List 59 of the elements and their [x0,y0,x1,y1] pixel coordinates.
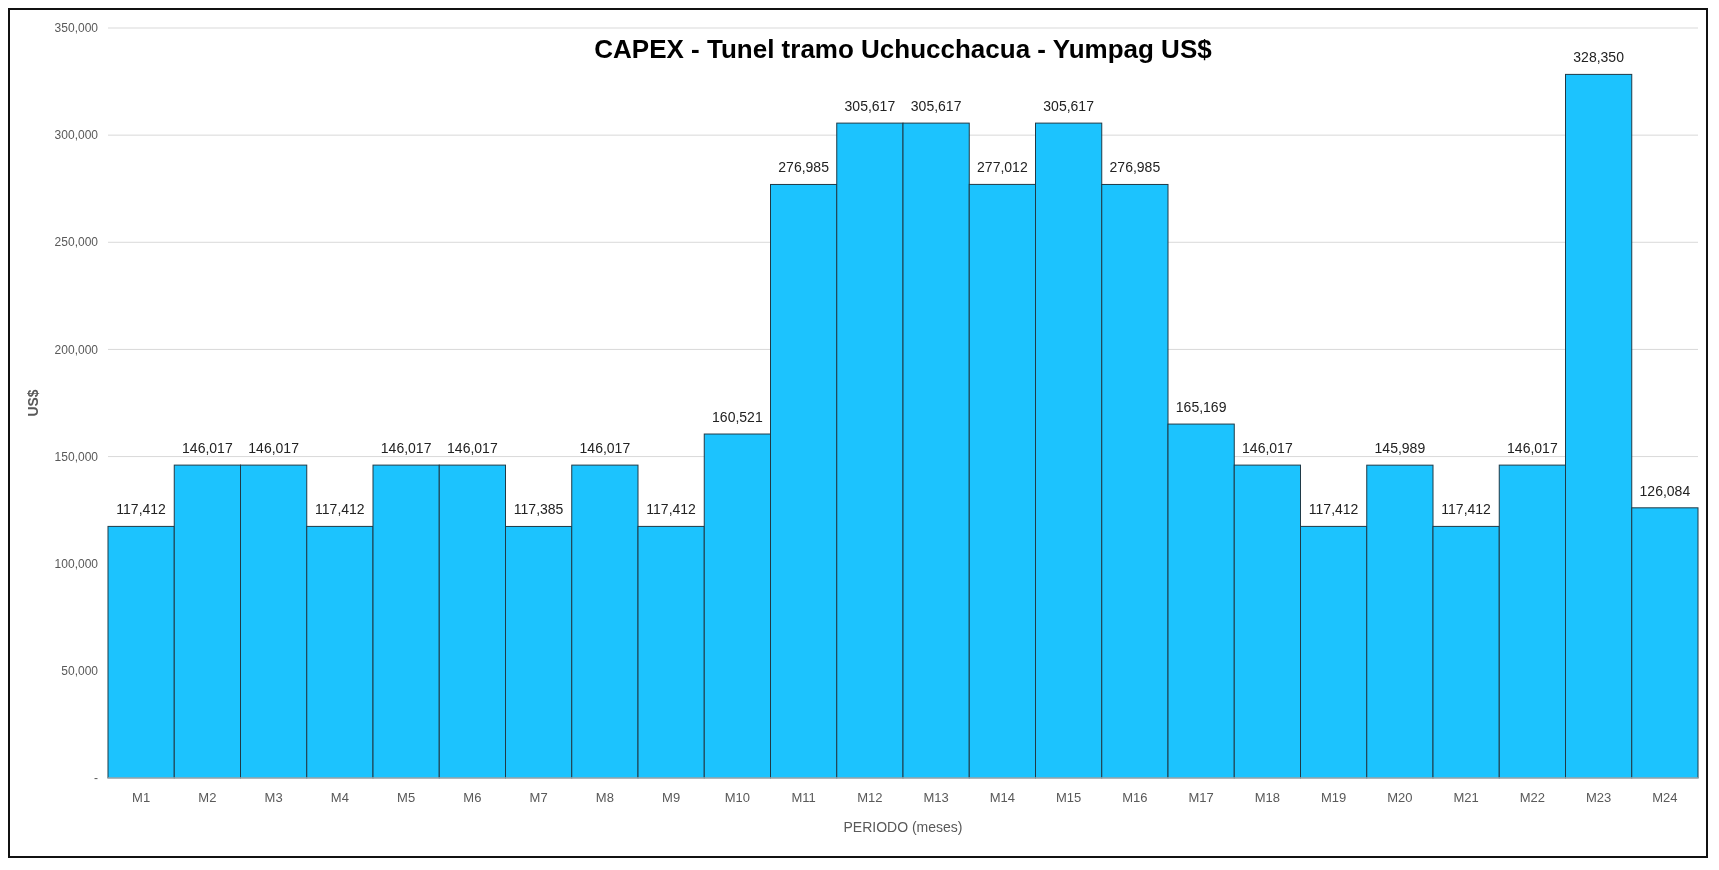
data-label: 145,989 [1374,440,1426,457]
x-axis-title: PERIODO (meses) [843,819,963,835]
x-tick-label: M8 [595,790,614,805]
x-tick-label: M3 [264,790,283,805]
data-label: 305,617 [910,98,962,115]
x-tick-label: M4 [330,790,349,805]
data-label: 160,521 [712,409,763,426]
data-label: 146,017 [182,440,233,457]
data-label: 305,617 [844,98,896,115]
data-label: 117,385 [513,501,564,518]
y-tick-label: 200,000 [54,342,99,357]
data-label: 305,617 [1043,98,1095,115]
y-tick-label: - [94,771,98,786]
y-tick-label: 250,000 [54,235,99,250]
x-tick-label: M17 [1188,790,1214,805]
x-tick-label: M7 [529,790,548,805]
x-tick-label: M5 [397,790,416,805]
data-label: 146,017 [1507,440,1558,457]
x-tick-label: M24 [1652,790,1678,805]
y-tick-label: 100,000 [54,556,99,571]
data-label: 277,012 [977,159,1028,176]
data-label: 117,412 [116,501,167,518]
x-tick-label: M13 [923,790,949,805]
x-tick-label: M16 [1122,790,1148,805]
data-label: 117,412 [646,501,697,518]
x-tick-label: M15 [1055,790,1082,805]
x-tick-label: M21 [1453,790,1479,805]
x-tick-label: M14 [989,790,1016,805]
data-label: 276,985 [778,159,830,176]
y-tick-label: 150,000 [54,449,99,464]
x-tick-label: M9 [662,790,681,805]
x-tick-label: M2 [198,790,217,805]
data-label: 146,017 [1242,440,1293,457]
data-label: 146,017 [248,440,300,457]
x-tick-label: M11 [791,790,816,805]
x-tick-label: M1 [132,790,151,805]
data-label: 146,017 [380,440,432,457]
data-label: 146,017 [447,440,498,457]
data-label: 165,169 [1175,399,1227,416]
y-tick-label: 300,000 [54,128,99,143]
data-label: 117,412 [1308,501,1359,518]
x-tick-label: M22 [1519,790,1546,805]
x-tick-label: M19 [1320,790,1347,805]
x-tick-label: M6 [463,790,482,805]
data-label: 117,412 [315,501,365,518]
data-label: 117,412 [1441,501,1492,518]
x-tick-label: M18 [1254,790,1281,805]
data-label: 146,017 [579,440,631,457]
x-tick-label: M10 [724,790,751,805]
data-label: 276,985 [1109,159,1161,176]
data-label: 328,350 [1573,49,1625,66]
data-label: 126,084 [1639,482,1691,499]
x-tick-label: M12 [857,790,883,805]
x-tick-label: M23 [1585,790,1612,805]
y-tick-label: 350,000 [54,21,99,36]
y-tick-label: 50,000 [61,664,99,679]
y-axis-title: US$ [25,389,41,417]
chart-title: CAPEX - Tunel tramo Uchucchacua - Yumpag US$ [594,34,1213,64]
x-tick-label: M20 [1387,790,1413,805]
